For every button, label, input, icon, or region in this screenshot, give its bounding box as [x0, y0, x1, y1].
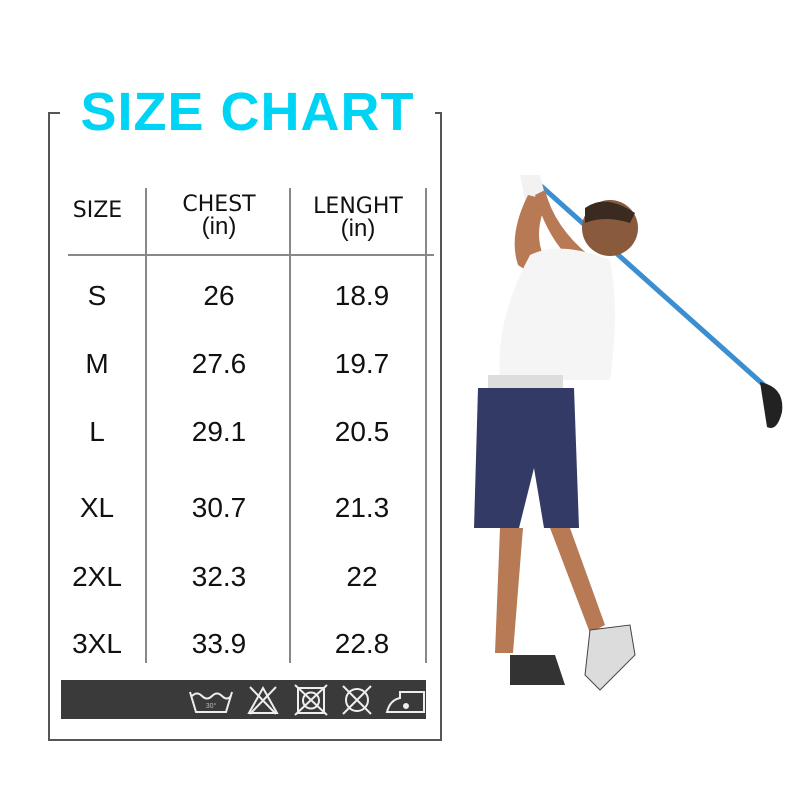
do-not-tumble-dry-icon	[294, 684, 328, 716]
cell-chest: 26	[203, 280, 235, 311]
cell-chest: 33.9	[191, 628, 247, 659]
header-length: LENGHT (in)	[313, 194, 403, 242]
header-chest: CHEST (in)	[182, 192, 256, 240]
cell-chest: 30.7	[191, 492, 247, 523]
cell-size: M	[85, 348, 109, 379]
chart-title: SIZE CHART	[60, 82, 435, 142]
cell-length: 18.9	[334, 280, 390, 311]
cell-size: L	[89, 416, 105, 447]
cell-length: 22	[346, 561, 378, 592]
right-shoe	[584, 624, 636, 691]
wash-temp-label: 30°	[206, 702, 217, 710]
care-bar	[61, 680, 426, 719]
cell-length: 22.8	[334, 628, 390, 659]
do-not-dry-clean-icon	[342, 685, 372, 715]
golf-club-shaft	[538, 183, 777, 397]
cell-length: 20.5	[334, 416, 390, 447]
header-divider	[68, 254, 434, 256]
cell-size: 3XL	[72, 628, 122, 659]
cell-size: S	[87, 280, 107, 311]
column-divider	[289, 188, 291, 663]
white-polo	[499, 248, 615, 380]
left-shoe	[510, 655, 565, 685]
wash-30-icon: 30°	[189, 691, 233, 713]
header-size: SIZE	[72, 198, 123, 223]
golfer-photo	[474, 175, 783, 691]
column-divider	[425, 188, 427, 663]
frame-top-left	[48, 112, 68, 114]
size-chart-frame	[48, 112, 442, 741]
navy-shorts	[474, 388, 579, 528]
cell-size: XL	[79, 492, 115, 523]
belt	[488, 375, 563, 389]
do-not-bleach-icon	[247, 685, 279, 715]
column-divider	[145, 188, 147, 663]
cell-length: 21.3	[334, 492, 390, 523]
cell-chest: 27.6	[191, 348, 247, 379]
cell-chest: 32.3	[191, 561, 247, 592]
iron-icon	[385, 691, 425, 713]
cell-length: 19.7	[334, 348, 390, 379]
cell-chest: 29.1	[191, 416, 247, 447]
golf-club-head	[760, 382, 783, 428]
cell-size: 2XL	[72, 561, 122, 592]
